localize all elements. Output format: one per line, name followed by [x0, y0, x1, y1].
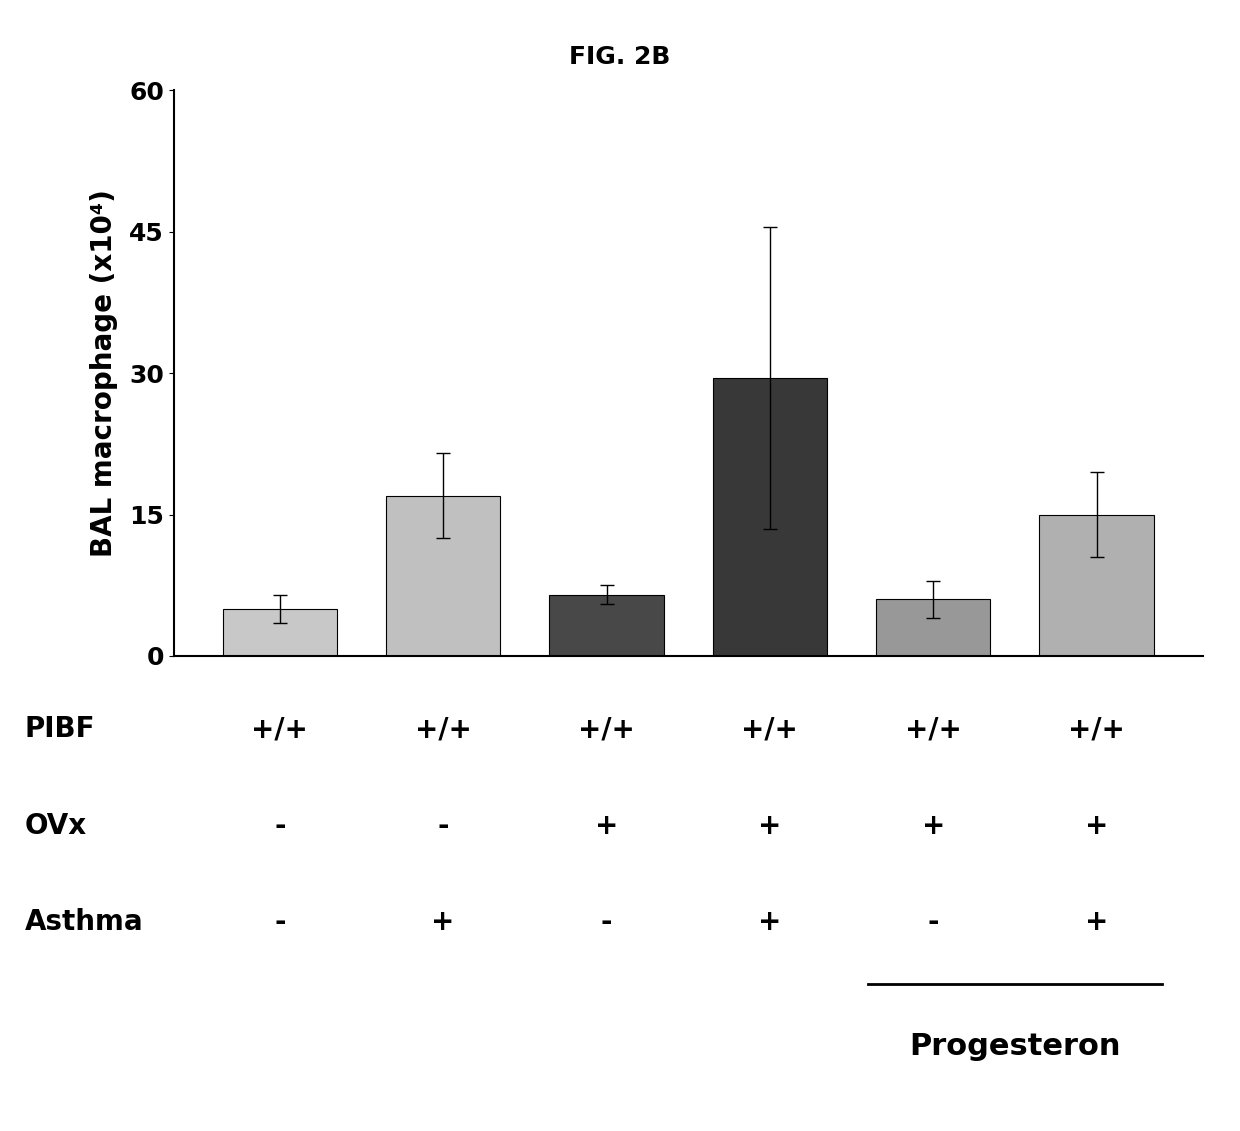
Text: +/+: +/+ [905, 716, 962, 743]
Text: +: + [758, 812, 781, 839]
Bar [713, 378, 827, 656]
Text: OVx: OVx [25, 812, 87, 839]
Text: -: - [600, 908, 613, 935]
Text: +: + [595, 812, 619, 839]
Bar [549, 595, 663, 656]
Text: Asthma: Asthma [25, 908, 144, 935]
Text: +: + [758, 908, 781, 935]
Text: +/+: +/+ [252, 716, 309, 743]
Bar [1039, 515, 1153, 656]
Y-axis label: BAL macrophage (x10⁴): BAL macrophage (x10⁴) [89, 189, 118, 558]
Text: +: + [432, 908, 455, 935]
Text: +/+: +/+ [578, 716, 635, 743]
Text: -: - [274, 812, 285, 839]
Text: +/+: +/+ [742, 716, 799, 743]
Text: +: + [1085, 908, 1109, 935]
Text: -: - [928, 908, 939, 935]
Text: +/+: +/+ [414, 716, 471, 743]
Text: +/+: +/+ [1068, 716, 1125, 743]
Text: FIG. 2B: FIG. 2B [569, 44, 671, 69]
Text: -: - [438, 812, 449, 839]
Text: +: + [1085, 812, 1109, 839]
Text: -: - [274, 908, 285, 935]
Text: +: + [921, 812, 945, 839]
Text: PIBF: PIBF [25, 716, 95, 743]
Bar [386, 495, 500, 656]
Text: Progesteron: Progesteron [909, 1031, 1121, 1061]
Bar [877, 599, 991, 656]
Bar [223, 608, 337, 656]
